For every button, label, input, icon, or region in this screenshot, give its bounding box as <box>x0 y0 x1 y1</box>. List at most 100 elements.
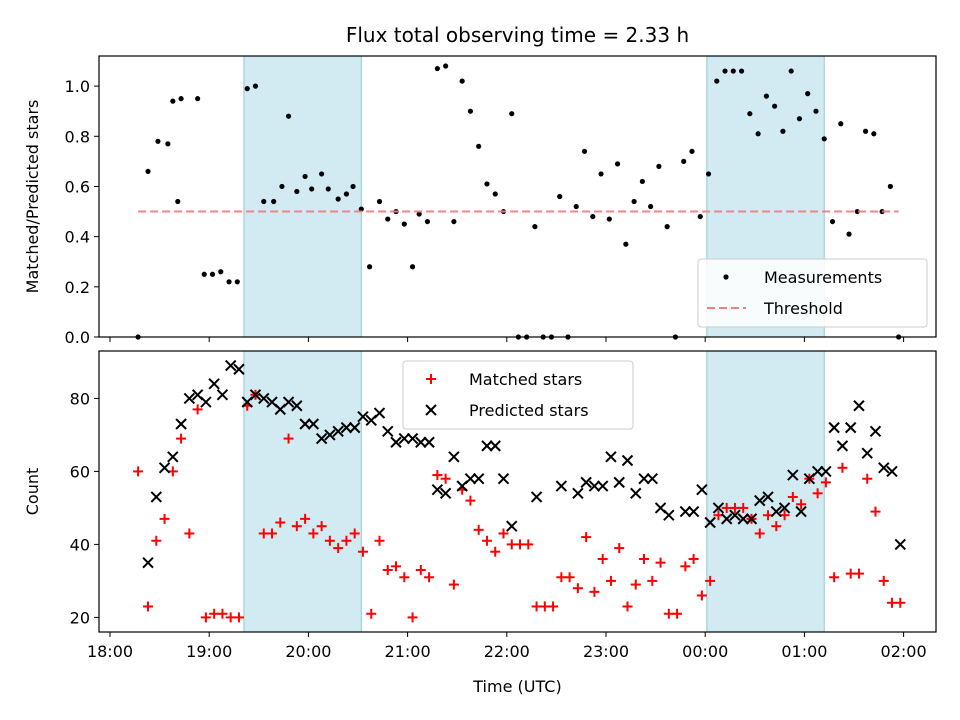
data-point <box>581 148 588 154</box>
data-point <box>548 601 559 612</box>
data-point <box>581 532 592 543</box>
data-point <box>348 421 361 434</box>
data-point <box>341 535 352 546</box>
data-point <box>623 241 629 247</box>
data-point <box>473 524 484 535</box>
data-point <box>497 473 510 485</box>
data-point-stroke <box>299 418 311 430</box>
data-point <box>754 528 765 539</box>
x-tick-label: 01:00 <box>781 642 827 661</box>
data-point <box>423 436 435 448</box>
data-point <box>373 407 386 419</box>
data-point <box>530 491 543 503</box>
data-point <box>434 65 440 72</box>
data-point <box>374 535 385 546</box>
y-tick-label: 1.0 <box>65 77 90 96</box>
data-point <box>509 111 515 117</box>
data-point-stroke <box>340 421 353 434</box>
data-point-stroke <box>605 451 617 463</box>
data-point-stroke <box>307 418 320 430</box>
data-point-stroke <box>464 473 477 485</box>
data-point <box>415 564 426 575</box>
data-point <box>440 473 451 484</box>
data-point <box>267 528 278 539</box>
data-point <box>853 568 864 579</box>
data-point-stroke <box>332 425 344 437</box>
data-point <box>712 502 725 514</box>
data-point <box>300 513 311 524</box>
data-point <box>285 113 292 119</box>
data-point-stroke <box>638 473 650 485</box>
data-point <box>631 198 637 205</box>
data-point-stroke <box>150 491 163 503</box>
data-point <box>195 96 201 102</box>
data-point-stroke <box>506 520 518 532</box>
data-point-stroke <box>844 421 857 434</box>
data-point <box>357 410 369 423</box>
data-point <box>159 513 170 524</box>
data-point-stroke <box>663 509 675 521</box>
data-point-stroke <box>191 389 204 401</box>
data-point <box>324 429 336 441</box>
legend-box <box>697 258 928 328</box>
data-point-stroke <box>853 400 865 412</box>
data-point <box>309 186 315 192</box>
data-point <box>590 213 596 220</box>
legend-box <box>402 360 634 430</box>
data-point <box>523 539 534 550</box>
data-point <box>324 535 335 546</box>
data-point <box>391 561 402 572</box>
data-point <box>862 128 869 134</box>
data-point <box>366 608 377 619</box>
data-point <box>655 557 666 568</box>
data-point <box>233 363 245 375</box>
data-point <box>532 224 538 230</box>
legend-label: Measurements <box>764 268 882 287</box>
data-point <box>489 440 501 452</box>
data-point <box>796 116 803 122</box>
data-point <box>572 487 584 500</box>
data-point <box>614 543 625 554</box>
data-point-stroke <box>183 392 196 405</box>
data-point-stroke <box>820 465 832 478</box>
legend: Measurements Threshold <box>697 258 928 328</box>
data-point <box>459 78 465 84</box>
data-point <box>382 564 393 575</box>
data-point <box>350 183 356 190</box>
data-point <box>406 432 419 445</box>
series-matched-stars <box>133 389 906 623</box>
data-point <box>319 171 325 177</box>
data-point-stroke <box>894 538 907 551</box>
data-point <box>178 96 184 102</box>
data-point <box>176 433 187 444</box>
data-point <box>357 546 368 557</box>
data-point <box>476 143 482 149</box>
data-point <box>332 425 344 437</box>
data-point <box>165 141 171 147</box>
data-point-stroke <box>861 447 873 459</box>
data-point-stroke <box>720 513 733 525</box>
data-point-stroke <box>886 465 898 478</box>
data-point <box>737 513 749 525</box>
legend-item: Matched stars <box>426 370 582 389</box>
data-point-stroke <box>828 421 840 434</box>
data-point <box>358 206 364 212</box>
series-predicted-stars <box>142 359 907 569</box>
data-point <box>275 517 286 528</box>
data-point <box>481 440 493 452</box>
data-point <box>795 505 807 518</box>
data-point <box>308 528 319 539</box>
data-point <box>175 198 181 205</box>
data-point-stroke <box>406 432 419 445</box>
data-point-stroke <box>167 451 179 463</box>
data-point-stroke <box>382 425 394 437</box>
data-point-stroke <box>373 407 386 419</box>
data-point-stroke <box>472 473 485 485</box>
data-point <box>846 231 852 237</box>
data-point <box>416 211 422 217</box>
data-point-stroke <box>233 363 245 375</box>
data-point-stroke <box>712 502 725 514</box>
data-point <box>811 465 824 478</box>
data-point <box>291 400 303 412</box>
data-point <box>376 198 383 205</box>
